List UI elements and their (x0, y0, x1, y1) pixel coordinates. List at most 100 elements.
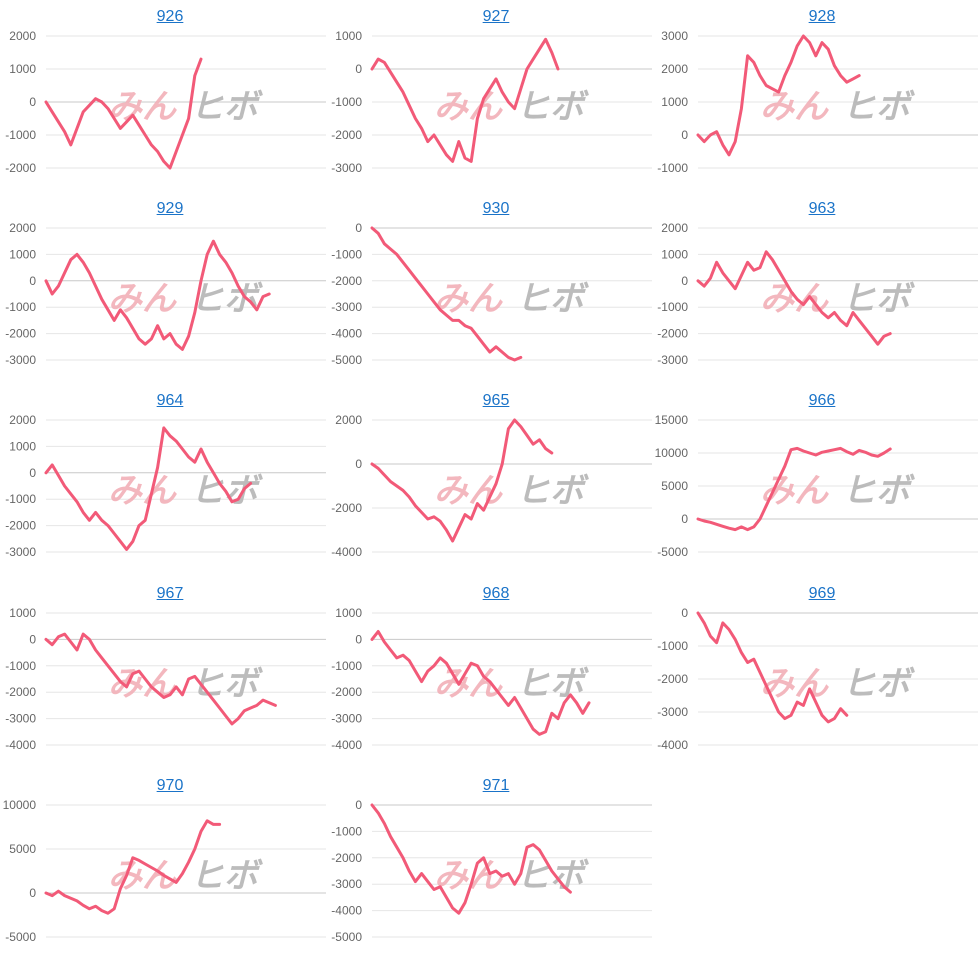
watermark-logo: ヒボ (516, 471, 589, 511)
chart-title-link[interactable]: 964 (156, 392, 184, 409)
chart-panel-967: 967 1000 0 -1000 -2000 -3000 -4000 みん ヒボ (0, 577, 326, 769)
y-tick-label: -2000 (331, 274, 362, 288)
y-tick-label: -3000 (5, 712, 36, 726)
chart-title-link[interactable]: 967 (156, 585, 184, 602)
y-tick-label: -5000 (331, 353, 362, 367)
chart-title-link[interactable]: 928 (808, 8, 836, 25)
series-line (370, 803, 572, 915)
y-tick-label: -4000 (331, 327, 362, 341)
y-tick-label: 15000 (655, 413, 689, 427)
watermark-logo: ヒボ (516, 279, 589, 319)
watermark-logo: ヒボ (190, 856, 263, 896)
y-tick-label: -4000 (331, 545, 362, 559)
y-tick-label: -2000 (331, 501, 362, 515)
y-tick-label: -2000 (657, 672, 688, 686)
y-tick-label: -2000 (5, 685, 36, 699)
chart-title-link[interactable]: 927 (482, 8, 510, 25)
watermark-logo: ヒボ (516, 87, 589, 127)
y-tick-label: -1000 (5, 492, 36, 506)
y-tick-label: -1000 (331, 824, 362, 838)
y-tick-label: -2000 (331, 685, 362, 699)
series-line (44, 632, 277, 726)
chart-panel-971: 971 0 -1000 -2000 -3000 -4000 -5000 みん ヒボ (326, 769, 652, 961)
y-tick-label: -4000 (657, 738, 688, 752)
chart-panel-969: 969 0 -1000 -2000 -3000 -4000 みん ヒボ (652, 577, 978, 769)
y-tick-label: -3000 (331, 300, 362, 314)
y-tick-label: 5000 (661, 479, 688, 493)
watermark-logo: ヒボ (190, 87, 263, 127)
series-line (44, 426, 253, 551)
line-chart-926: 2000 1000 0 -1000 -2000 みん ヒボ (5, 29, 326, 175)
y-tick-label: -5000 (5, 930, 36, 944)
chart-panel-963: 963 2000 1000 0 -1000 -2000 -3000 みん ヒボ (652, 192, 978, 384)
watermark-logo: ヒボ (190, 279, 263, 319)
chart-panel-927: 927 1000 0 -1000 -2000 -3000 みん ヒボ (326, 0, 652, 192)
y-tick-label: 0 (681, 128, 688, 142)
y-tick-label: -2000 (331, 128, 362, 142)
y-tick-label: 0 (681, 274, 688, 288)
chart-title-link[interactable]: 963 (808, 200, 836, 217)
watermark-logo: ヒボ (842, 664, 915, 704)
watermark-logo: ヒボ (842, 471, 915, 511)
line-chart-927: 1000 0 -1000 -2000 -3000 みん ヒボ (331, 29, 652, 175)
chart-title-link[interactable]: 930 (482, 200, 510, 217)
y-tick-label: -1000 (657, 300, 688, 314)
y-tick-label: 1000 (661, 95, 688, 109)
line-chart-930: 0 -1000 -2000 -3000 -4000 -5000 みん ヒボ (331, 221, 652, 367)
chart-title-link[interactable]: 965 (482, 392, 510, 409)
y-tick-label: -3000 (657, 353, 688, 367)
y-tick-label: 0 (355, 798, 362, 812)
y-tick-label: 0 (355, 221, 362, 235)
y-tick-label: 1000 (335, 606, 362, 620)
watermark-logo: みん (108, 471, 177, 511)
y-tick-label: -1000 (331, 247, 362, 261)
chart-panel-968: 968 1000 0 -1000 -2000 -3000 -4000 みん ヒボ (326, 577, 652, 769)
y-tick-label: 0 (29, 466, 36, 480)
series-line (370, 226, 523, 362)
y-tick-label: -4000 (331, 904, 362, 918)
y-tick-label: 0 (681, 512, 688, 526)
y-tick-label: 0 (355, 632, 362, 646)
y-tick-label: 0 (29, 95, 36, 109)
chart-title-link[interactable]: 929 (156, 200, 184, 217)
chart-title-link[interactable]: 971 (482, 777, 510, 794)
y-tick-label: 2000 (9, 413, 36, 427)
y-tick-label: 2000 (661, 221, 688, 235)
watermark-logo: みん (434, 279, 503, 319)
watermark-logo: みん (108, 87, 177, 127)
y-tick-label: 0 (29, 886, 36, 900)
y-tick-label: 1000 (9, 606, 36, 620)
watermark-logo: ヒボ (842, 87, 915, 127)
y-tick-label: 2000 (335, 413, 362, 427)
chart-title-link[interactable]: 968 (482, 585, 510, 602)
y-tick-label: -5000 (331, 930, 362, 944)
y-tick-label: -2000 (331, 851, 362, 865)
watermark-logo: みん (434, 87, 503, 127)
chart-title-link[interactable]: 926 (156, 8, 184, 25)
y-tick-label: -5000 (657, 545, 688, 559)
chart-title-link[interactable]: 969 (808, 585, 836, 602)
chart-panel-930: 930 0 -1000 -2000 -3000 -4000 -5000 みん ヒボ (326, 192, 652, 384)
chart-panel-928: 928 3000 2000 1000 0 -1000 みん ヒボ (652, 0, 978, 192)
line-chart-969: 0 -1000 -2000 -3000 -4000 みん ヒボ (657, 606, 978, 752)
y-tick-label: 10000 (655, 446, 689, 460)
y-tick-label: -1000 (657, 161, 688, 175)
y-tick-label: 1000 (661, 247, 688, 261)
y-tick-label: 0 (29, 274, 36, 288)
y-tick-label: 5000 (9, 842, 36, 856)
chart-title-link[interactable]: 970 (156, 777, 184, 794)
chart-title-link[interactable]: 966 (808, 392, 836, 409)
y-tick-label: -2000 (657, 327, 688, 341)
y-tick-label: -1000 (331, 95, 362, 109)
series-line (44, 819, 222, 915)
y-tick-label: -2000 (5, 519, 36, 533)
chart-panel-964: 964 2000 1000 0 -1000 -2000 -3000 みん ヒボ (0, 384, 326, 576)
series-line (696, 611, 849, 724)
line-chart-928: 3000 2000 1000 0 -1000 みん ヒボ (657, 29, 978, 175)
